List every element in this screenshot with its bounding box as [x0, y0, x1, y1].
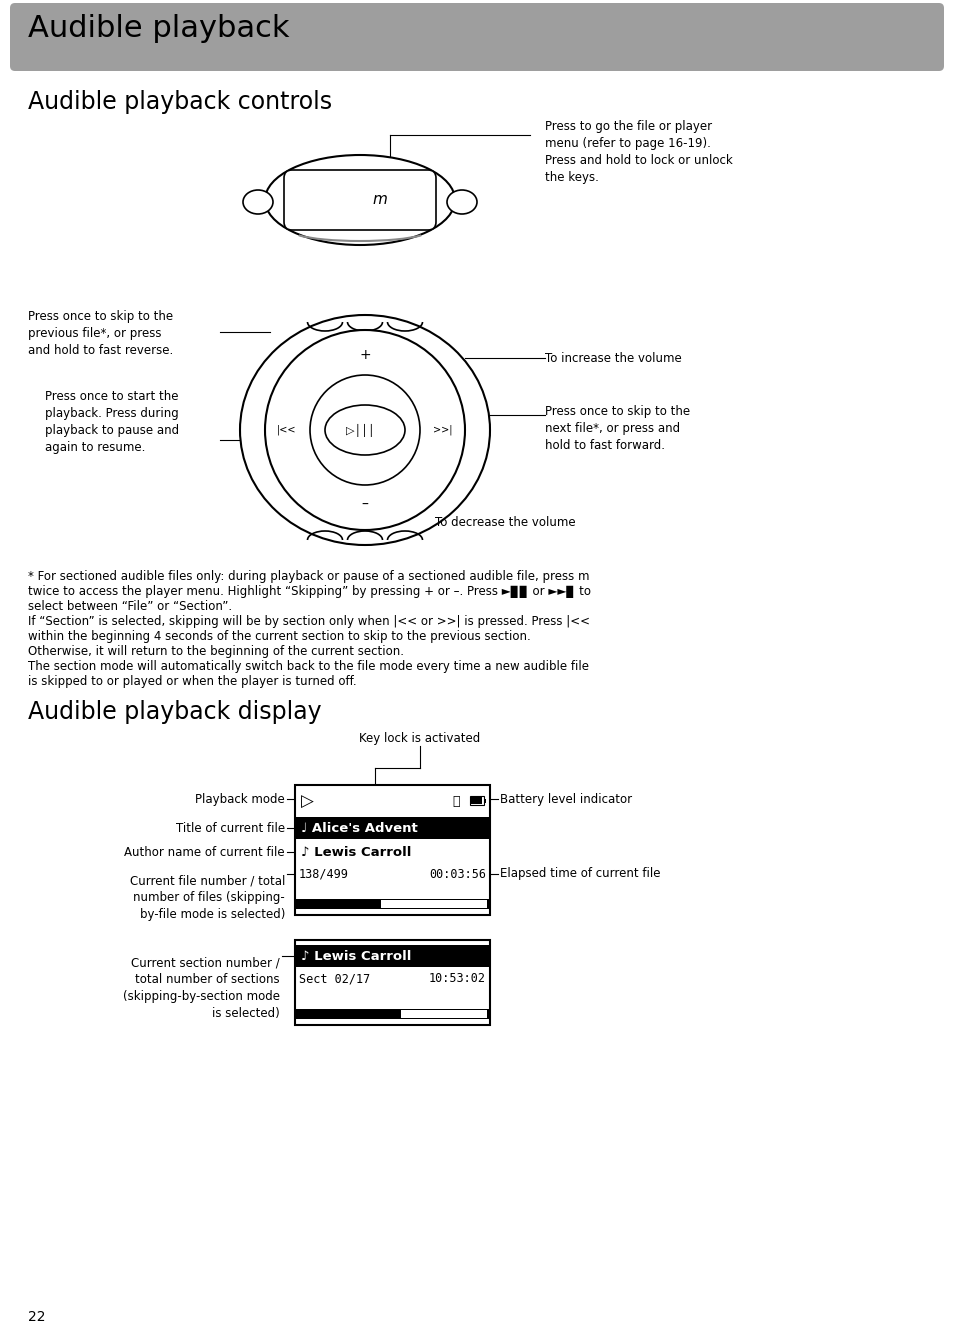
Text: 138/499: 138/499 — [298, 867, 349, 880]
Text: twice to access the player menu. Highlight “Skipping” by pressing + or –. Press : twice to access the player menu. Highlig… — [28, 586, 590, 598]
Text: ▷│││: ▷│││ — [345, 423, 374, 437]
FancyBboxPatch shape — [400, 1010, 486, 1018]
Text: To decrease the volume: To decrease the volume — [435, 516, 575, 528]
FancyBboxPatch shape — [295, 817, 489, 839]
Text: Otherwise, it will return to the beginning of the current section.: Otherwise, it will return to the beginni… — [28, 645, 403, 658]
Text: ▷: ▷ — [301, 793, 314, 811]
Text: * For sectioned audible files only: during playback or pause of a sectioned audi: * For sectioned audible files only: duri… — [28, 570, 589, 583]
Text: Current file number / total
number of files (skipping-
by-file mode is selected): Current file number / total number of fi… — [130, 874, 285, 921]
FancyBboxPatch shape — [10, 3, 943, 71]
Ellipse shape — [240, 315, 490, 545]
Text: is skipped to or played or when the player is turned off.: is skipped to or played or when the play… — [28, 675, 356, 687]
Text: Sect 02/17: Sect 02/17 — [298, 973, 370, 985]
Text: Press once to start the
playback. Press during
playback to pause and
again to re: Press once to start the playback. Press … — [45, 390, 179, 454]
Text: Elapsed time of current file: Elapsed time of current file — [499, 867, 659, 880]
Text: Press to go the file or player
menu (refer to page 16-19).
Press and hold to loc: Press to go the file or player menu (ref… — [544, 121, 732, 184]
Text: 22: 22 — [28, 1311, 46, 1324]
Text: Playback mode: Playback mode — [195, 792, 285, 805]
Text: select between “File” or “Section”.: select between “File” or “Section”. — [28, 600, 232, 612]
Text: ♩ Alice's Advent: ♩ Alice's Advent — [301, 821, 417, 835]
Text: Press once to skip to the
previous file*, or press
and hold to fast reverse.: Press once to skip to the previous file*… — [28, 310, 173, 356]
FancyBboxPatch shape — [483, 799, 485, 803]
Text: The section mode will automatically switch back to the file mode every time a ne: The section mode will automatically swit… — [28, 661, 588, 673]
Text: ♪ Lewis Carroll: ♪ Lewis Carroll — [301, 950, 411, 962]
Circle shape — [265, 330, 464, 531]
Ellipse shape — [243, 190, 273, 214]
Text: >>|: >>| — [433, 425, 453, 436]
FancyBboxPatch shape — [284, 170, 436, 230]
Text: 10:53:02: 10:53:02 — [429, 973, 485, 985]
Ellipse shape — [325, 405, 405, 456]
Ellipse shape — [447, 190, 476, 214]
Text: Audible playback: Audible playback — [28, 13, 289, 43]
Text: Audible playback controls: Audible playback controls — [28, 90, 332, 114]
Text: Title of current file: Title of current file — [175, 821, 285, 835]
Text: 00:03:56: 00:03:56 — [429, 867, 485, 880]
Text: Battery level indicator: Battery level indicator — [499, 792, 632, 805]
Text: Audible playback display: Audible playback display — [28, 699, 321, 724]
FancyBboxPatch shape — [294, 939, 490, 1025]
Text: m: m — [373, 193, 387, 208]
Text: Author name of current file: Author name of current file — [124, 846, 285, 859]
Text: within the beginning 4 seconds of the current section to skip to the previous se: within the beginning 4 seconds of the cu… — [28, 630, 530, 643]
Ellipse shape — [265, 155, 455, 245]
Text: Current section number /
total number of sections
(skipping-by-section mode
is s: Current section number / total number of… — [123, 955, 280, 1020]
Text: Key lock is activated: Key lock is activated — [359, 732, 480, 745]
Text: Press once to skip to the
next file*, or press and
hold to fast forward.: Press once to skip to the next file*, or… — [544, 405, 689, 452]
FancyBboxPatch shape — [295, 945, 489, 967]
FancyBboxPatch shape — [471, 797, 481, 804]
Text: 🔒: 🔒 — [452, 795, 459, 808]
FancyBboxPatch shape — [470, 796, 483, 805]
Text: +: + — [359, 348, 371, 362]
Circle shape — [310, 375, 419, 485]
FancyBboxPatch shape — [380, 900, 486, 909]
FancyBboxPatch shape — [294, 785, 490, 915]
FancyBboxPatch shape — [295, 899, 489, 909]
Text: –: – — [361, 498, 368, 512]
Text: If “Section” is selected, skipping will be by section only when |<< or >>| is pr: If “Section” is selected, skipping will … — [28, 615, 589, 628]
FancyBboxPatch shape — [295, 1009, 489, 1018]
Text: |<<: |<< — [277, 425, 296, 436]
Text: To increase the volume: To increase the volume — [544, 351, 681, 364]
Text: ♪ Lewis Carroll: ♪ Lewis Carroll — [301, 846, 411, 859]
